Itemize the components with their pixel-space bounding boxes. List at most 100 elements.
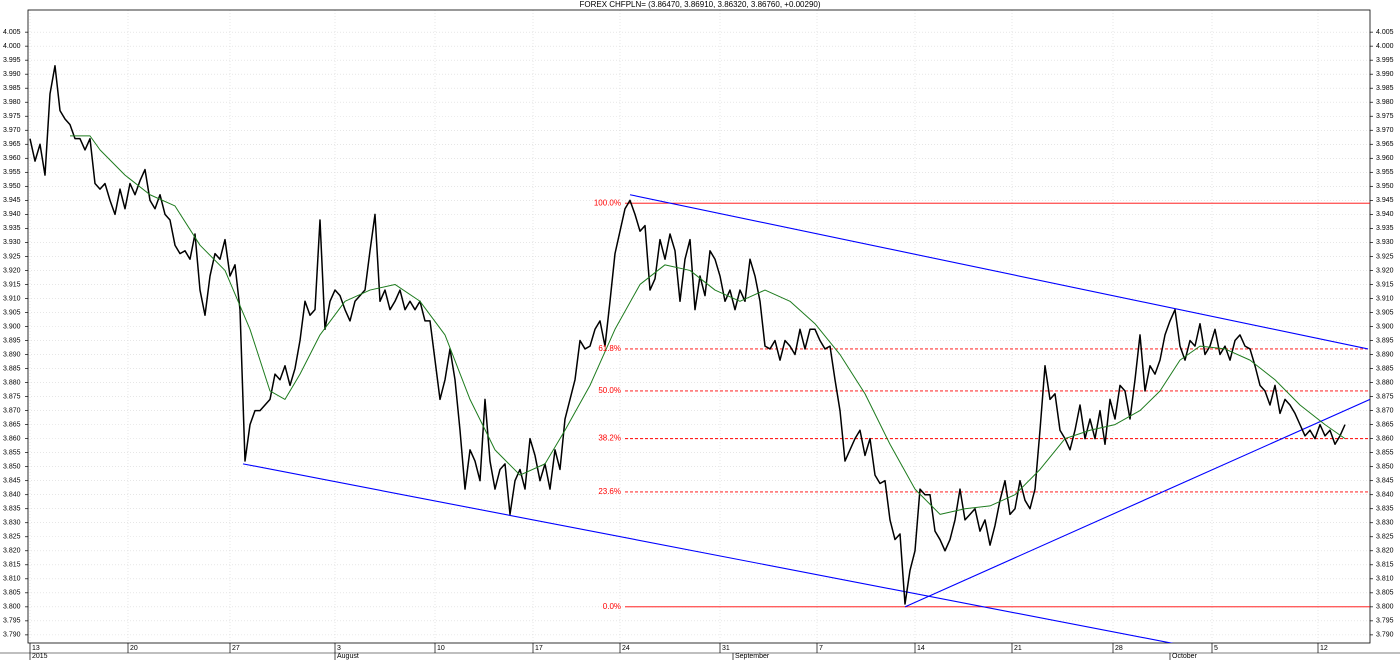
price-line: [29, 65, 1346, 605]
y-tick-label: 3.870: [1376, 407, 1394, 414]
x-tick-label: 24: [622, 645, 630, 652]
y-tick-label: 3.965: [1376, 141, 1394, 148]
y-tick-label: 3.815: [1376, 562, 1394, 569]
month-label: 2015: [32, 653, 48, 660]
moving-average-line: [70, 135, 1346, 515]
y-tick-label: 3.875: [3, 393, 21, 400]
y-tick-label: 3.970: [1376, 127, 1394, 134]
y-tick-label: 3.885: [3, 365, 21, 372]
x-tick-label: 13: [32, 645, 40, 652]
y-tick-label: 3.890: [3, 351, 21, 358]
y-tick-label: 3.835: [3, 506, 21, 513]
y-tick-label: 3.900: [3, 323, 21, 330]
y-tick-label: 3.820: [1376, 548, 1394, 555]
trend-line: [242, 463, 1174, 643]
y-tick-label: 3.805: [3, 590, 21, 597]
y-tick-label: 3.915: [3, 281, 21, 288]
y-tick-label: 4.005: [3, 29, 21, 36]
y-tick-label: 3.850: [1376, 464, 1394, 471]
y-tick-label: 3.800: [1376, 604, 1394, 611]
y-tick-label: 3.975: [1376, 113, 1394, 120]
x-tick-label: 14: [917, 645, 925, 652]
plot-frame: [27, 9, 1371, 644]
fib-label: 50.0%: [598, 386, 621, 395]
y-tick-label: 3.945: [1376, 197, 1394, 204]
y-tick-label: 3.915: [1376, 281, 1394, 288]
x-tick-label: 20: [130, 645, 138, 652]
trend-line: [629, 194, 1369, 350]
y-tick-label: 3.825: [3, 534, 21, 541]
x-tick-label: 12: [1320, 645, 1328, 652]
y-tick-label: 3.880: [3, 379, 21, 386]
y-tick-label: 3.955: [3, 169, 21, 176]
y-tick-label: 3.875: [1376, 393, 1394, 400]
y-tick-label: 3.975: [3, 113, 21, 120]
y-tick-label: 3.905: [1376, 309, 1394, 316]
y-tick-label: 3.910: [1376, 295, 1394, 302]
chart-title: FOREX CHFPLN= (3.86470, 3.86910, 3.86320…: [579, 0, 820, 9]
x-tick-label: 5: [1214, 645, 1218, 652]
y-tick-label: 3.955: [1376, 169, 1394, 176]
y-tick-label: 3.990: [1376, 71, 1394, 78]
y-tick-label: 3.940: [1376, 211, 1394, 218]
x-tick-label: 7: [819, 645, 823, 652]
y-tick-label: 3.840: [3, 492, 21, 499]
trend-line: [904, 398, 1370, 608]
y-tick-label: 3.855: [1376, 449, 1394, 456]
y-tick-label: 3.980: [1376, 99, 1394, 106]
y-tick-label: 4.005: [1376, 29, 1394, 36]
y-tick-label: 3.830: [1376, 520, 1394, 527]
y-tick-label: 3.895: [3, 337, 21, 344]
y-tick-label: 3.895: [1376, 337, 1394, 344]
y-tick-label: 3.815: [3, 562, 21, 569]
y-tick-label: 3.840: [1376, 492, 1394, 499]
y-tick-label: 3.935: [1376, 225, 1394, 232]
y-tick-label: 3.830: [3, 520, 21, 527]
y-tick-label: 3.870: [3, 407, 21, 414]
y-tick-label: 3.835: [1376, 506, 1394, 513]
y-tick-label: 3.920: [3, 267, 21, 274]
y-tick-label: 4.000: [3, 43, 21, 50]
y-tick-label: 3.890: [1376, 351, 1394, 358]
y-tick-label: 3.930: [1376, 239, 1394, 246]
x-tick-label: 21: [1014, 645, 1022, 652]
y-tick-label: 3.985: [3, 85, 21, 92]
x-tick-label: 28: [1115, 645, 1123, 652]
y-tick-label: 3.805: [1376, 590, 1394, 597]
month-label: October: [1172, 653, 1198, 660]
x-tick-label: 27: [232, 645, 240, 652]
y-tick-label: 3.950: [1376, 183, 1394, 190]
y-tick-label: 3.850: [3, 464, 21, 471]
y-tick-label: 3.865: [1376, 421, 1394, 428]
y-tick-label: 3.965: [3, 141, 21, 148]
y-tick-label: 3.795: [3, 618, 21, 625]
y-tick-label: 3.935: [3, 225, 21, 232]
y-tick-label: 3.960: [3, 155, 21, 162]
y-tick-label: 3.925: [3, 253, 21, 260]
y-tick-label: 3.925: [1376, 253, 1394, 260]
y-tick-label: 3.790: [1376, 632, 1394, 639]
y-tick-label: 3.795: [1376, 618, 1394, 625]
x-tick-label: 3: [337, 645, 341, 652]
y-tick-label: 3.995: [1376, 57, 1394, 64]
y-tick-label: 3.810: [3, 576, 21, 583]
y-tick-label: 3.860: [1376, 435, 1394, 442]
y-tick-label: 3.980: [3, 99, 21, 106]
y-tick-label: 4.000: [1376, 43, 1394, 50]
y-tick-label: 3.845: [1376, 478, 1394, 485]
y-tick-label: 3.825: [1376, 534, 1394, 541]
y-tick-label: 3.885: [1376, 365, 1394, 372]
y-tick-label: 3.905: [3, 309, 21, 316]
fib-label: 61.8%: [598, 344, 621, 353]
y-tick-label: 3.920: [1376, 267, 1394, 274]
y-tick-label: 3.880: [1376, 379, 1394, 386]
y-tick-label: 3.855: [3, 449, 21, 456]
fib-label: 23.6%: [598, 487, 621, 496]
y-tick-label: 3.945: [3, 197, 21, 204]
y-tick-label: 3.970: [3, 127, 21, 134]
y-tick-label: 3.930: [3, 239, 21, 246]
fib-label: 38.2%: [598, 434, 621, 443]
y-tick-label: 3.800: [3, 604, 21, 611]
